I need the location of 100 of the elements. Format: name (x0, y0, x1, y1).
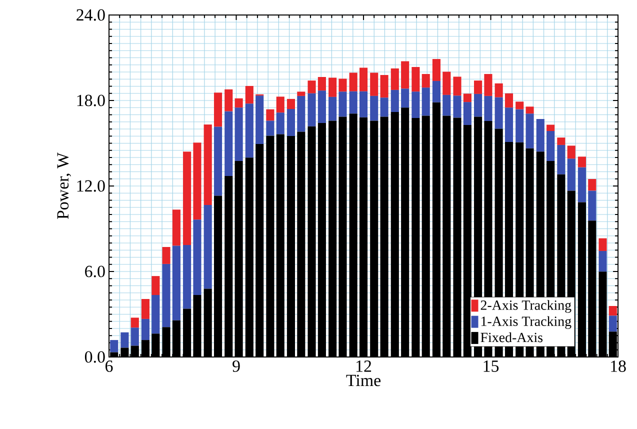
bar (578, 156, 586, 168)
bar (297, 92, 306, 96)
bar (390, 68, 399, 90)
bar (453, 76, 462, 96)
bar (608, 316, 617, 332)
bar (172, 210, 180, 246)
bar (338, 92, 347, 117)
bar (193, 220, 202, 296)
x-tick-label: 6 (106, 360, 113, 372)
legend-label: 2-Axis Tracking (480, 300, 572, 313)
bar (224, 89, 233, 112)
x-tick-label: 9 (232, 360, 240, 372)
bar (141, 299, 150, 319)
x-tick-label: 18 (611, 360, 626, 372)
bar (567, 146, 576, 159)
bar (484, 74, 492, 96)
bar (567, 158, 576, 191)
bar (474, 80, 482, 94)
bar (130, 328, 139, 346)
bar (286, 98, 296, 110)
bar (338, 78, 347, 92)
bar (183, 244, 192, 309)
bar (183, 152, 192, 245)
bar (370, 72, 378, 96)
bar (463, 94, 472, 102)
bar (234, 98, 243, 108)
bar (557, 138, 566, 145)
x-axis-title: Time (346, 374, 381, 386)
bar (380, 74, 388, 98)
y-tick-label: 18.0 (77, 94, 105, 106)
bar (390, 90, 399, 112)
bar (162, 264, 170, 328)
x-tick-label: 15 (484, 360, 499, 372)
bar (308, 80, 316, 94)
bar (204, 124, 212, 205)
bar (578, 167, 586, 202)
bar (516, 109, 524, 142)
bar (120, 332, 129, 348)
bar (318, 76, 326, 91)
bar (152, 295, 160, 334)
bar (370, 96, 378, 121)
bar (598, 238, 607, 251)
bar (172, 246, 180, 320)
bar (422, 74, 430, 88)
y-tick-label: 24.0 (76, 9, 105, 21)
bar (130, 318, 139, 328)
bar (286, 109, 296, 136)
bar (432, 59, 440, 81)
bar (359, 68, 368, 92)
bar (308, 93, 316, 126)
bar (245, 104, 254, 158)
bar (432, 80, 440, 102)
bar (474, 94, 482, 117)
bar (234, 108, 243, 162)
bar (526, 114, 534, 148)
bar (401, 88, 410, 108)
bar (494, 83, 503, 98)
bar (494, 97, 503, 129)
bar (256, 96, 264, 144)
bar (380, 98, 388, 117)
y-tick-label: 6.0 (85, 266, 105, 278)
y-tick-label: 12.0 (77, 180, 105, 192)
bar (214, 126, 222, 196)
bar (588, 190, 596, 221)
bar (516, 102, 524, 110)
legend-label: Fixed-Axis (480, 332, 543, 342)
bar (504, 93, 514, 108)
bar (152, 276, 160, 296)
bar (526, 106, 534, 114)
bar (536, 119, 544, 152)
bar (412, 67, 420, 92)
bar (266, 109, 274, 121)
bar (349, 72, 358, 92)
bar (224, 111, 233, 176)
bar (608, 306, 617, 316)
bar (453, 96, 462, 118)
bar (598, 250, 607, 272)
bar (349, 91, 358, 114)
bar (204, 204, 212, 289)
bar (110, 340, 118, 352)
bar (463, 102, 472, 126)
bar (318, 90, 326, 124)
bar (141, 318, 150, 340)
bar (276, 112, 284, 134)
bar (412, 92, 420, 118)
bar (546, 130, 555, 162)
y-tick-label: 0.0 (84, 351, 105, 363)
bar (245, 86, 254, 104)
x-tick-label: 12 (356, 360, 372, 372)
bar (328, 96, 337, 121)
bar (442, 72, 451, 95)
bar (546, 124, 555, 131)
bar (504, 108, 514, 142)
bar (484, 96, 492, 122)
bar (422, 88, 430, 116)
bar (297, 96, 306, 132)
bar (266, 120, 274, 136)
bar (193, 142, 202, 220)
bar (557, 144, 566, 174)
legend-label: 1-Axis Tracking (481, 316, 572, 329)
